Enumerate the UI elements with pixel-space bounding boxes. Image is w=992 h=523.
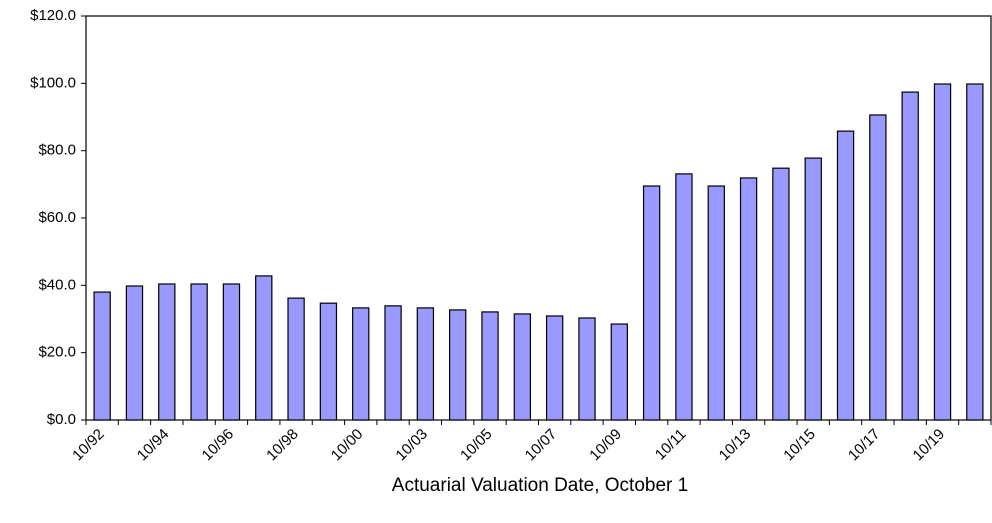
bar [610, 323, 628, 421]
x-tick-label: 10/11 [652, 426, 690, 464]
bar [255, 275, 273, 421]
y-tick-label: $100.0 [30, 74, 76, 91]
bar [739, 177, 758, 421]
bar [642, 185, 661, 421]
bar [158, 283, 176, 421]
bar [901, 91, 919, 421]
x-tick-label: 10/09 [586, 426, 625, 465]
y-tick-label: $120.0 [30, 7, 76, 24]
bar [836, 130, 855, 421]
bar [319, 302, 338, 421]
x-tick-label: 10/05 [457, 426, 496, 465]
bar [578, 317, 596, 421]
bar [481, 311, 499, 421]
x-axis-title: Actuarial Valuation Date, October 1 [392, 475, 688, 496]
x-tick-label: 10/94 [134, 426, 173, 465]
bar [449, 309, 467, 421]
x-tick-label: 10/00 [328, 426, 367, 465]
bar [384, 305, 402, 421]
bar [804, 157, 822, 421]
bar [352, 307, 370, 421]
bar [772, 167, 790, 421]
bar [933, 83, 952, 421]
bar [675, 173, 693, 421]
y-tick-label: $0.0 [47, 411, 76, 428]
bar [416, 307, 435, 421]
plot-area [85, 15, 992, 421]
x-tick-label: 10/07 [522, 426, 561, 465]
x-tick-label: 10/17 [845, 426, 884, 465]
x-tick-label: 10/15 [780, 426, 819, 465]
y-tick-label: $60.0 [38, 209, 76, 226]
y-tick-label: $40.0 [38, 276, 76, 293]
x-tick-label: 10/19 [910, 426, 949, 465]
y-tick-label: $20.0 [38, 344, 76, 361]
bar [869, 114, 887, 421]
x-tick-label: 10/92 [69, 426, 108, 465]
y-tick-label: $80.0 [38, 142, 76, 159]
x-tick-label: 10/98 [263, 426, 302, 465]
bar [545, 315, 564, 421]
bar [966, 83, 984, 421]
bar [222, 283, 241, 421]
bar [125, 285, 144, 421]
bar [93, 291, 111, 421]
x-tick-label: 10/96 [199, 426, 238, 465]
x-tick-label: 10/03 [392, 426, 431, 465]
bar [190, 283, 208, 421]
bar [513, 313, 532, 421]
bar [287, 297, 305, 421]
bar [707, 185, 725, 421]
x-tick-label: 10/13 [716, 426, 755, 465]
